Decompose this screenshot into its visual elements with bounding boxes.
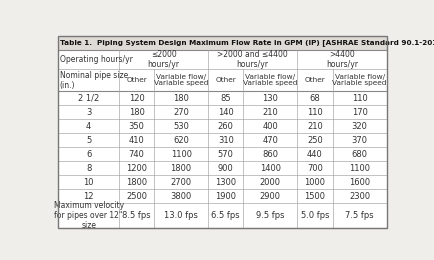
- Text: 1100: 1100: [349, 164, 370, 173]
- Text: Table 1.  Piping System Design Maximum Flow Rate in GPM (IP) [ASHRAE Standard 90: Table 1. Piping System Design Maximum Fl…: [59, 40, 434, 47]
- Text: Other: Other: [215, 77, 236, 83]
- Text: 180: 180: [173, 94, 189, 102]
- Text: Variable flow/
Variable speed: Variable flow/ Variable speed: [243, 74, 298, 86]
- Text: 3800: 3800: [171, 192, 192, 200]
- Text: 1300: 1300: [215, 178, 237, 186]
- Text: 13.0 fps: 13.0 fps: [164, 211, 198, 220]
- Text: 2 1/2: 2 1/2: [78, 94, 99, 102]
- Text: 2900: 2900: [260, 192, 281, 200]
- Text: 860: 860: [263, 150, 278, 159]
- Text: 1500: 1500: [305, 192, 326, 200]
- Text: 620: 620: [173, 135, 189, 145]
- Text: 180: 180: [128, 108, 145, 116]
- Text: 2000: 2000: [260, 178, 281, 186]
- Text: 700: 700: [307, 164, 323, 173]
- Text: 8.5 fps: 8.5 fps: [122, 211, 151, 220]
- Bar: [58, 36, 387, 50]
- Text: 4: 4: [86, 121, 91, 131]
- Text: 1800: 1800: [126, 178, 147, 186]
- Text: 680: 680: [352, 150, 368, 159]
- Text: 400: 400: [263, 121, 278, 131]
- Text: 210: 210: [307, 121, 323, 131]
- Text: 740: 740: [128, 150, 145, 159]
- Text: Variable flow/
Variable speed: Variable flow/ Variable speed: [154, 74, 208, 86]
- Text: 270: 270: [173, 108, 189, 116]
- Text: 12: 12: [83, 192, 94, 200]
- Text: Other: Other: [126, 77, 147, 83]
- Text: 6: 6: [86, 150, 91, 159]
- Text: 3: 3: [86, 108, 91, 116]
- Text: Maximum velocity
for pipes over 12"
size: Maximum velocity for pipes over 12" size: [53, 201, 124, 230]
- Text: 310: 310: [218, 135, 233, 145]
- Text: >4400
hours/yr: >4400 hours/yr: [326, 50, 358, 69]
- Text: 170: 170: [352, 108, 368, 116]
- Text: 470: 470: [263, 135, 278, 145]
- Text: 1900: 1900: [215, 192, 236, 200]
- Text: 68: 68: [309, 94, 320, 102]
- Text: 350: 350: [128, 121, 145, 131]
- Text: 5: 5: [86, 135, 91, 145]
- Text: 9.5 fps: 9.5 fps: [256, 211, 285, 220]
- Text: 10: 10: [83, 178, 94, 186]
- Text: 530: 530: [173, 121, 189, 131]
- Text: 2300: 2300: [349, 192, 370, 200]
- Text: 260: 260: [218, 121, 233, 131]
- Text: 570: 570: [218, 150, 233, 159]
- Text: 410: 410: [128, 135, 145, 145]
- Text: Other: Other: [305, 77, 326, 83]
- Text: 130: 130: [263, 94, 278, 102]
- Text: ≤2000
hours/yr: ≤2000 hours/yr: [148, 50, 180, 69]
- Text: 1100: 1100: [171, 150, 192, 159]
- Text: 2700: 2700: [171, 178, 192, 186]
- Text: 250: 250: [307, 135, 323, 145]
- Text: 110: 110: [352, 94, 368, 102]
- Text: 370: 370: [352, 135, 368, 145]
- Text: 85: 85: [220, 94, 231, 102]
- Text: 900: 900: [218, 164, 233, 173]
- Text: 6.5 fps: 6.5 fps: [211, 211, 240, 220]
- Text: >2000 and ≤4400
hours/yr: >2000 and ≤4400 hours/yr: [217, 50, 288, 69]
- Text: 1400: 1400: [260, 164, 281, 173]
- Text: 1600: 1600: [349, 178, 370, 186]
- Text: 440: 440: [307, 150, 323, 159]
- Text: 7.5 fps: 7.5 fps: [345, 211, 374, 220]
- Text: 120: 120: [128, 94, 145, 102]
- Text: 320: 320: [352, 121, 368, 131]
- Text: 5.0 fps: 5.0 fps: [301, 211, 329, 220]
- Text: 2500: 2500: [126, 192, 147, 200]
- Text: 110: 110: [307, 108, 323, 116]
- Text: Nominal pipe size
(in.): Nominal pipe size (in.): [59, 70, 128, 90]
- Text: Operating hours/yr: Operating hours/yr: [59, 55, 132, 64]
- Text: Variable flow/
Variable speed: Variable flow/ Variable speed: [332, 74, 387, 86]
- Text: 1000: 1000: [305, 178, 326, 186]
- Text: 210: 210: [263, 108, 278, 116]
- Text: 1800: 1800: [171, 164, 192, 173]
- Text: 140: 140: [218, 108, 233, 116]
- Text: 1200: 1200: [126, 164, 147, 173]
- Text: 8: 8: [86, 164, 91, 173]
